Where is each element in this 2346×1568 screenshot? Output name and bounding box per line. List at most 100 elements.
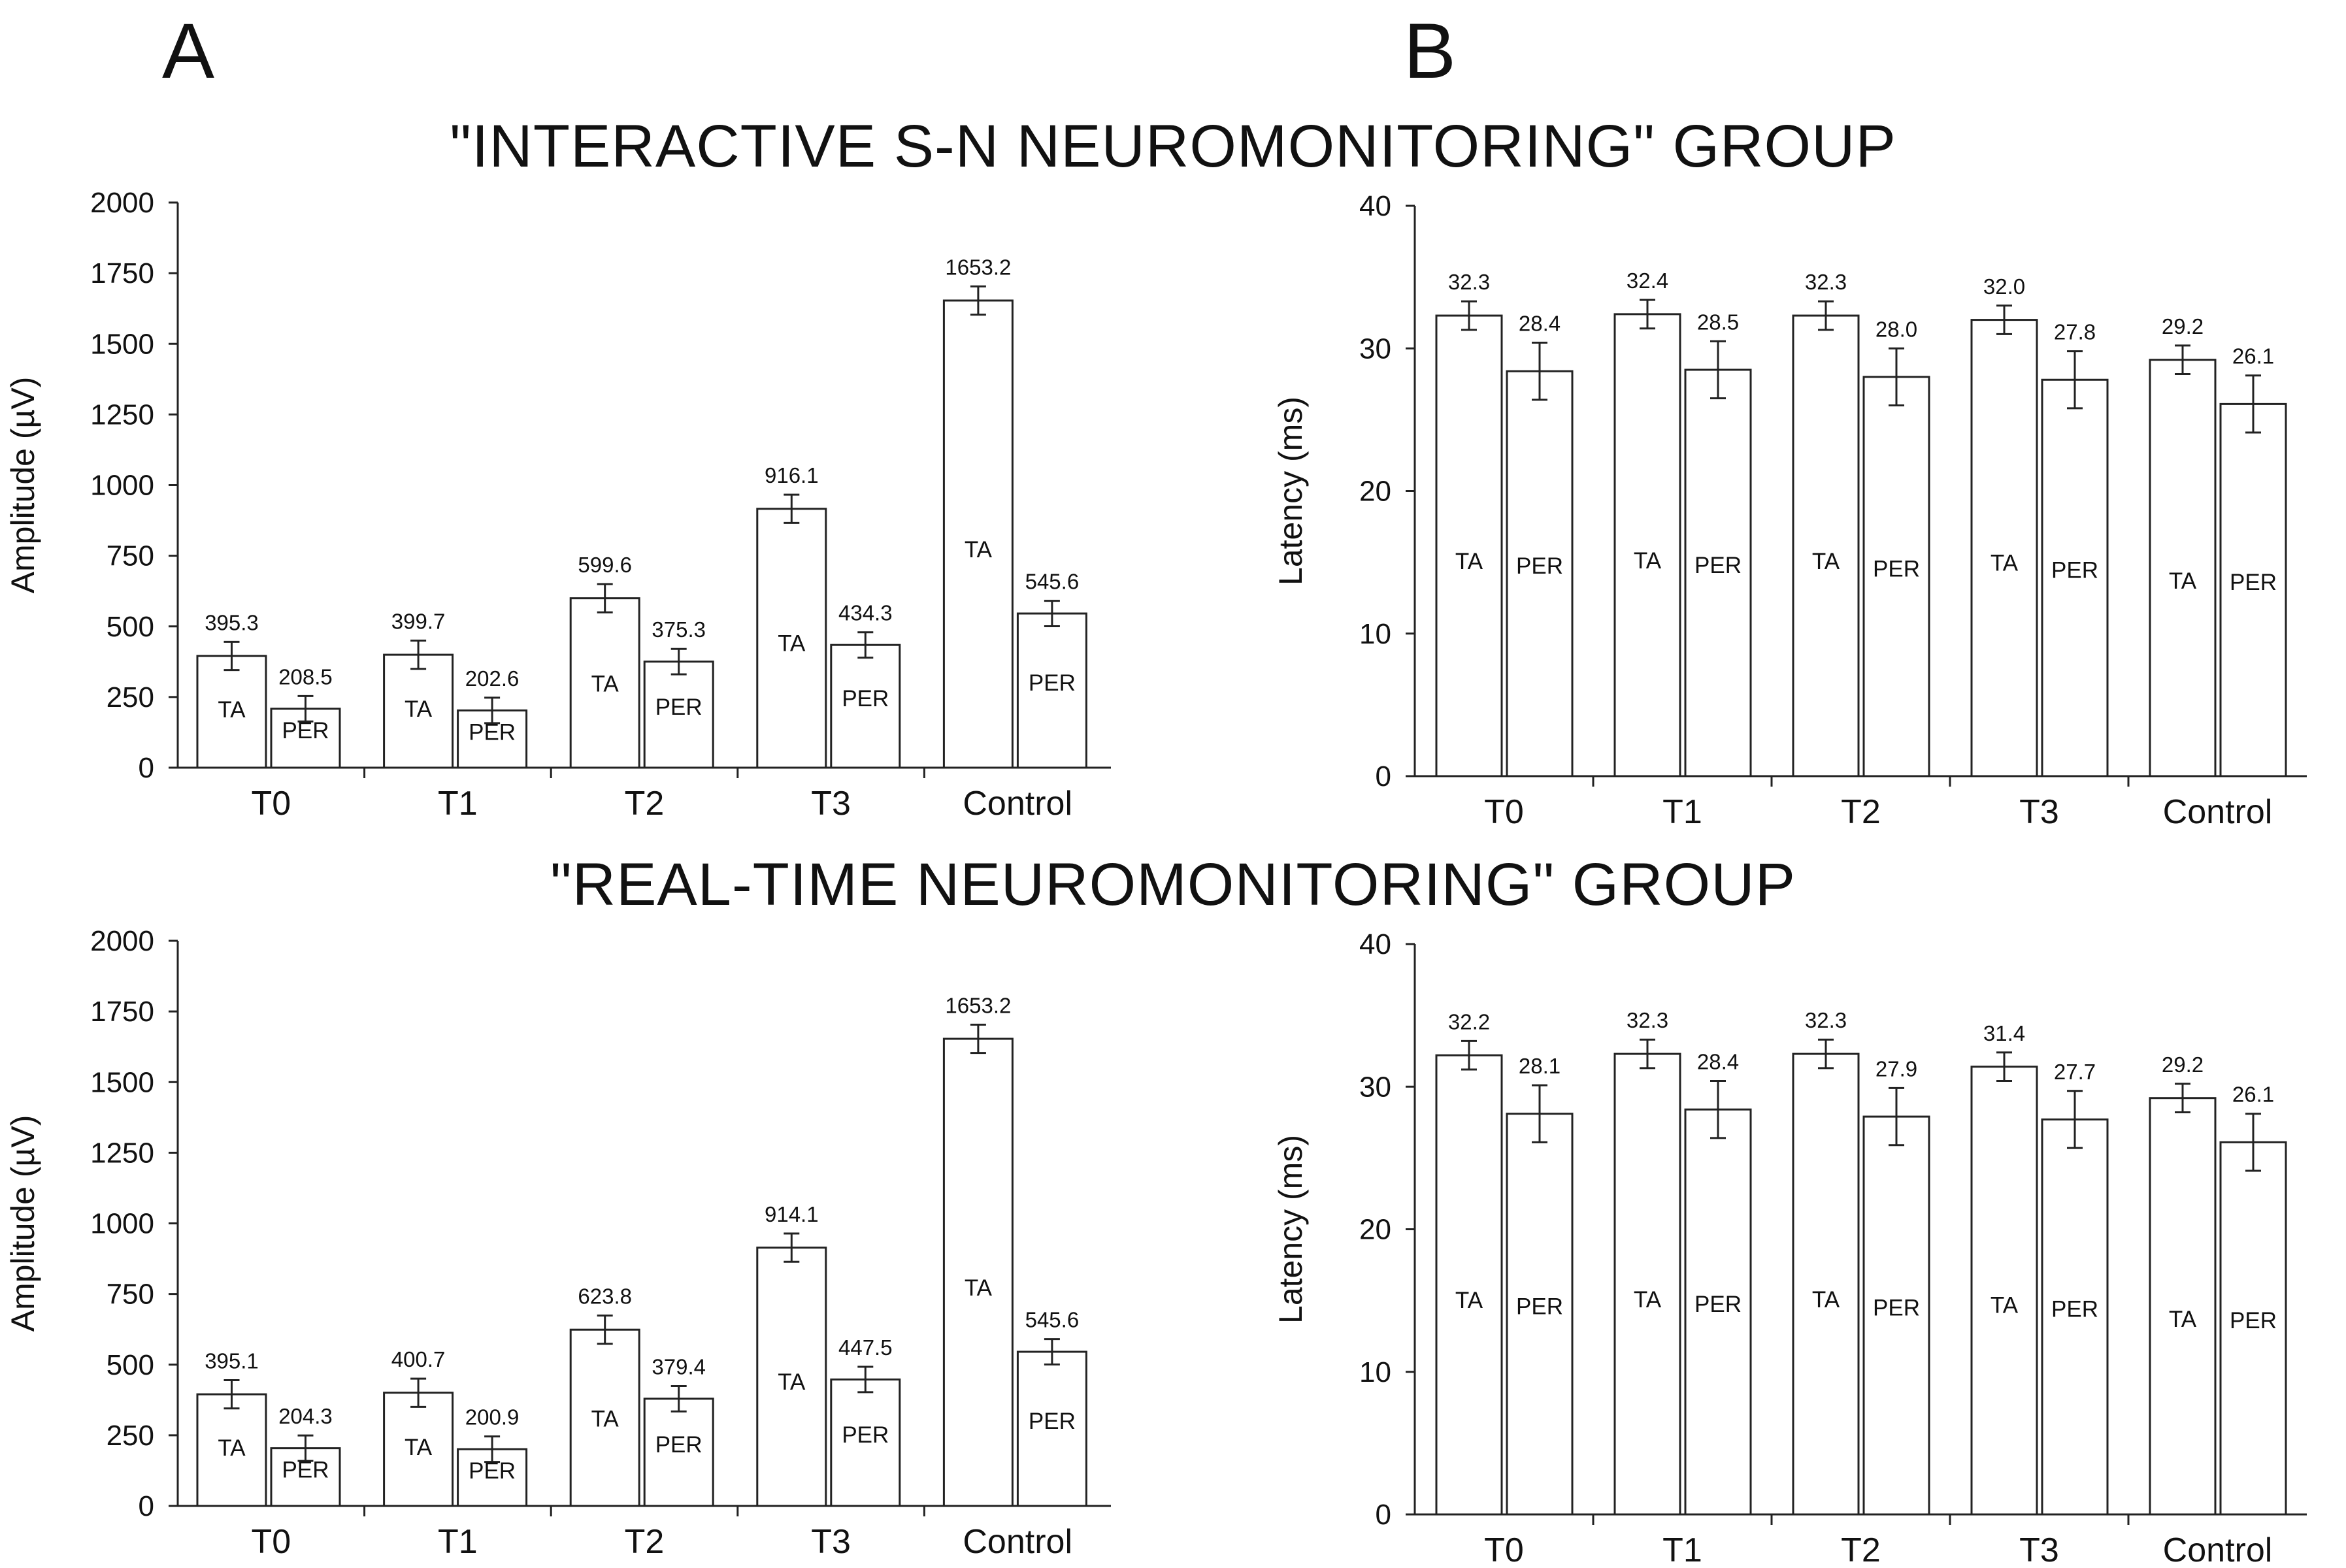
data-label: 395.1 xyxy=(205,1348,259,1373)
data-label: 202.6 xyxy=(465,666,520,691)
data-label: 623.8 xyxy=(578,1284,632,1309)
bar-series-label: PER xyxy=(1694,1292,1742,1317)
data-label: 31.4 xyxy=(1983,1021,2025,1045)
data-label: 545.6 xyxy=(1025,570,1080,594)
y-tick-label: 2000 xyxy=(90,187,154,219)
bar-series-label: TA xyxy=(965,537,993,563)
data-label: 200.9 xyxy=(465,1405,520,1429)
bar-ta xyxy=(1613,313,1681,777)
bar-series-label: TA xyxy=(1991,1293,2019,1318)
bar-ta xyxy=(383,1392,454,1507)
y-tick-label: 20 xyxy=(1359,476,1391,508)
data-label: 32.3 xyxy=(1448,270,1490,294)
bar-series-label: PER xyxy=(2230,1308,2277,1333)
bar-series-label: PER xyxy=(655,694,702,720)
data-label: 1653.2 xyxy=(945,255,1011,279)
data-label: 379.4 xyxy=(652,1354,706,1379)
bar-ta xyxy=(1792,314,1860,777)
bar-series-label: TA xyxy=(2169,568,2197,594)
x-tick-label: T1 xyxy=(438,785,478,823)
data-label: 26.1 xyxy=(2232,344,2274,368)
data-label: 395.3 xyxy=(205,610,259,634)
y-tick-label: 30 xyxy=(1359,333,1391,365)
data-label: 28.4 xyxy=(1519,312,1561,336)
bar-ta xyxy=(1435,1054,1503,1516)
bar-series-label: TA xyxy=(965,1275,993,1301)
bar-series-label: PER xyxy=(842,1422,889,1448)
y-tick-label: 500 xyxy=(107,611,154,643)
bar-ta xyxy=(942,299,1014,769)
bar-series-label: TA xyxy=(2169,1307,2197,1332)
data-label: 29.2 xyxy=(2162,1053,2204,1077)
y-tick-label: 250 xyxy=(107,1420,154,1452)
y-axis-title: Amplitude (µV) xyxy=(5,377,41,594)
y-tick-label: 10 xyxy=(1359,618,1391,650)
chart-top-latency: 0 10 20 30 40 Latency (ms) T0 32.3 TA 28.4 PER T1 32… xyxy=(1272,190,2307,831)
bar-ta xyxy=(569,1328,640,1507)
data-label: 208.5 xyxy=(278,664,333,689)
data-label: 399.7 xyxy=(391,610,446,634)
bar-series-label: PER xyxy=(2051,558,2098,583)
bar-per xyxy=(2041,378,2109,777)
bar-series-label: TA xyxy=(778,1369,806,1395)
data-label: 29.2 xyxy=(2162,314,2204,338)
bar-series-label: PER xyxy=(469,719,516,745)
y-axis-title: Amplitude (µV) xyxy=(5,1115,41,1332)
bar-series-label: PER xyxy=(282,1458,329,1483)
bar-series-label: TA xyxy=(405,696,433,722)
x-tick-label: T0 xyxy=(251,1523,291,1561)
data-label: 914.1 xyxy=(765,1202,819,1226)
y-tick-label: 1250 xyxy=(90,399,154,431)
bar-ta xyxy=(196,655,267,769)
data-label: 545.6 xyxy=(1025,1308,1080,1332)
bar-series-label: PER xyxy=(655,1432,702,1458)
bar-series-label: TA xyxy=(218,1435,246,1461)
x-tick-label: T3 xyxy=(2019,1531,2059,1568)
x-tick-label: Control xyxy=(2163,1531,2273,1568)
bar-ta xyxy=(569,597,640,769)
panel-label-b: B xyxy=(1404,7,1457,95)
data-label: 447.5 xyxy=(838,1335,893,1360)
y-tick-label: 40 xyxy=(1359,928,1391,960)
bar-per xyxy=(2219,1141,2287,1516)
y-tick-label: 0 xyxy=(139,1490,154,1522)
bar-ta xyxy=(1613,1053,1681,1516)
bar-series-label: TA xyxy=(1991,551,2019,576)
y-tick-label: 0 xyxy=(1376,1499,1391,1531)
bar-series-label: PER xyxy=(282,718,329,743)
data-label: 27.9 xyxy=(1875,1056,1917,1081)
x-tick-label: T1 xyxy=(1662,793,1702,831)
data-label: 32.4 xyxy=(1627,269,1668,293)
bar-series-label: PER xyxy=(469,1458,516,1484)
bar-series-label: TA xyxy=(1455,1288,1483,1313)
bar-per xyxy=(1016,1350,1087,1507)
bar-series-label: PER xyxy=(1029,670,1076,696)
x-tick-label: T2 xyxy=(1841,793,1881,831)
y-axis-title: Latency (ms) xyxy=(1272,1135,1309,1324)
bar-per xyxy=(2219,402,2287,777)
panel-label-a: A xyxy=(162,7,215,95)
y-tick-label: 2000 xyxy=(90,925,154,957)
bar-ta xyxy=(1792,1053,1860,1516)
data-label: 599.6 xyxy=(578,553,632,577)
bar-series-label: PER xyxy=(1694,553,1742,578)
bar-ta xyxy=(1970,319,2038,777)
bar-series-label: PER xyxy=(1873,556,1920,581)
bar-per xyxy=(643,1397,714,1507)
y-tick-label: 1000 xyxy=(90,470,154,502)
y-tick-label: 1500 xyxy=(90,328,154,360)
x-tick-label: T0 xyxy=(1484,1531,1524,1568)
bar-ta xyxy=(756,508,827,769)
bar-series-label: TA xyxy=(1634,548,1662,574)
y-tick-label: 750 xyxy=(107,540,154,572)
data-label: 916.1 xyxy=(765,463,819,487)
bar-series-label: PER xyxy=(2051,1297,2098,1322)
y-tick-label: 1250 xyxy=(90,1137,154,1169)
bar-per xyxy=(2041,1118,2109,1516)
data-label: 32.3 xyxy=(1805,270,1847,294)
y-tick-label: 500 xyxy=(107,1349,154,1381)
bar-series-label: TA xyxy=(1455,549,1483,574)
x-tick-label: T3 xyxy=(2019,793,2059,831)
bar-series-label: PER xyxy=(1873,1296,1920,1321)
bar-series-label: PER xyxy=(1516,1294,1563,1319)
